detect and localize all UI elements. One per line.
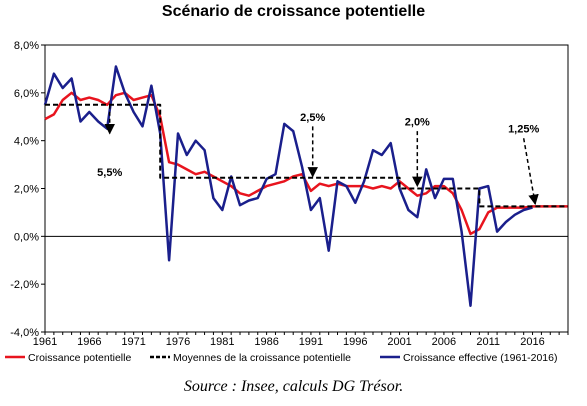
annotation-label: 5,5% — [97, 167, 122, 179]
y-tick-label: -2,0% — [10, 279, 39, 291]
x-tick-label: 2001 — [387, 336, 411, 348]
y-tick-label: -4,0% — [10, 327, 39, 339]
x-tick-label: 1986 — [254, 336, 278, 348]
x-tick-label: 2016 — [520, 336, 544, 348]
y-tick-label: 6,0% — [14, 88, 39, 100]
annotation-arrow — [522, 138, 539, 206]
legend-item-effective: Croissance effective (1961-2016) — [380, 352, 557, 364]
axes: 8,0% 6,0% 4,0% 2,0% 0,0% -2,0% -4,0%1961 1966 19… — [10, 40, 569, 348]
x-tick-label: 1961 — [33, 336, 57, 348]
annotation-label: 2,0% — [405, 117, 430, 129]
legend-label: Croissance effective (1961-2016) — [403, 352, 557, 364]
y-tick-label: 8,0% — [14, 40, 39, 52]
legend-label: Moyennes de la croissance potentielle — [173, 352, 351, 364]
annotation-label: 2,5% — [300, 112, 325, 124]
x-tick-label: 2006 — [432, 336, 456, 348]
source-note: Source : Insee, calculs DG Trésor. — [183, 378, 404, 395]
x-tick-label: 1981 — [210, 336, 234, 348]
y-tick-label: 0,0% — [14, 231, 39, 243]
annotations: 5,5% 2,5% 2,0% 1,25% — [97, 104, 539, 206]
series-line-moyennes — [45, 103, 568, 208]
x-tick-label: 1966 — [77, 336, 101, 348]
annotation-label: 1,25% — [508, 124, 539, 136]
y-tick-label: 2,0% — [14, 184, 39, 196]
legend-item-moyennes: Moyennes de la croissance potentielle — [150, 352, 351, 364]
legend-label: Croissance potentielle — [28, 352, 131, 364]
chart-title: Scénario de croissance potentielle — [161, 3, 426, 20]
x-tick-label: 1991 — [299, 336, 323, 348]
x-tick-label: 1976 — [166, 336, 190, 348]
series-line-effective — [43, 65, 533, 307]
legend: Croissance potentielle Moyennes de la cro… — [5, 352, 557, 364]
x-tick-label: 1996 — [343, 336, 367, 348]
series-group — [43, 65, 568, 307]
legend-item-potentielle: Croissance potentielle — [5, 352, 131, 364]
x-tick-label: 2011 — [476, 336, 500, 348]
y-tick-label: 4,0% — [14, 136, 39, 148]
x-tick-label: 1971 — [121, 336, 145, 348]
